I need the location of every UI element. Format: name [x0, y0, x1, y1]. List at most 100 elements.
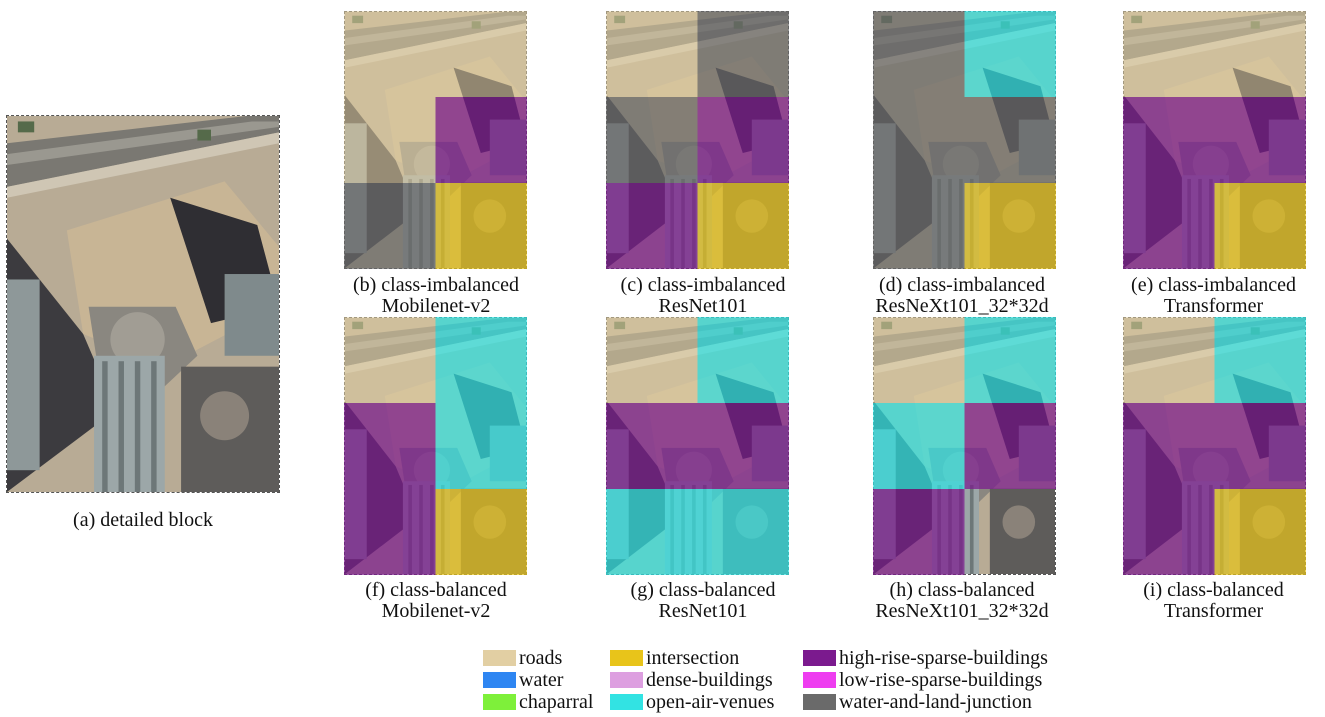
class-cell-open	[435, 403, 527, 489]
legend-label: roads	[519, 647, 563, 669]
class-cell-open	[964, 11, 1056, 97]
panel-e	[1123, 11, 1306, 269]
class-cell-intersection	[1214, 489, 1306, 575]
panel-e-caption: (e) class-imbalanced Transformer	[1131, 274, 1296, 317]
class-cell-junction	[697, 11, 789, 97]
panel-i	[1123, 317, 1306, 575]
legend-swatch	[483, 650, 516, 666]
class-cell-junction	[606, 97, 698, 183]
panel-b-caption: (b) class-imbalanced Mobilenet-v2	[352, 274, 520, 317]
legend-swatch	[803, 694, 836, 710]
class-cell-roads	[435, 11, 527, 97]
panel-g-caption: (g) class-balanced ResNet101	[630, 579, 776, 622]
class-cell-junction	[873, 97, 965, 183]
class-cell-open	[435, 317, 527, 403]
class-cell-open	[697, 317, 789, 403]
legend-label: dense-buildings	[646, 669, 773, 691]
legend-label: low-rise-sparse-buildings	[839, 669, 1043, 691]
panel-g	[606, 317, 789, 575]
legend-swatch	[610, 650, 643, 666]
class-cell-high	[606, 183, 698, 269]
class-cell-high	[1214, 97, 1306, 183]
class-cell-junction	[873, 11, 965, 97]
class-cell-high	[697, 403, 789, 489]
legend-item-low-rise-sparse-buildings: low-rise-sparse-buildings	[803, 669, 1042, 691]
legend-swatch	[610, 672, 643, 688]
class-cell-high	[1123, 183, 1215, 269]
class-cell-high	[1123, 489, 1215, 575]
class-cell-junction	[964, 97, 1056, 183]
panel-f	[344, 317, 527, 575]
panel-c-caption: (c) class-imbalanced ResNet101	[620, 274, 786, 317]
prediction-overlay	[873, 11, 1056, 269]
class-cell-open	[697, 489, 789, 575]
legend-swatch	[610, 694, 643, 710]
class-cell-high	[1123, 97, 1215, 183]
panel-d	[873, 11, 1056, 269]
class-cell-high	[1123, 403, 1215, 489]
class-cell-high	[606, 403, 698, 489]
legend-swatch	[483, 672, 516, 688]
legend-swatch	[483, 694, 516, 710]
legend-label: water-and-land-junction	[839, 691, 1032, 713]
class-cell-roads	[873, 317, 965, 403]
class-cell-high	[344, 489, 436, 575]
panel-i-caption: (i) class-balanced Transformer	[1143, 579, 1284, 622]
prediction-overlay	[1123, 317, 1306, 575]
class-cell-roads	[344, 317, 436, 403]
panel-a-detailed-block	[6, 115, 280, 493]
panel-b	[344, 11, 527, 269]
legend-swatch	[803, 672, 836, 688]
prediction-overlay	[873, 317, 1056, 575]
legend-label: chaparral	[519, 691, 594, 713]
aerial-image	[6, 115, 280, 493]
panel-d-caption: (d) class-imbalanced ResNeXt101_32*32d	[875, 274, 1049, 317]
prediction-overlay	[344, 11, 527, 269]
class-cell-intersection	[435, 489, 527, 575]
class-cell-intersection	[964, 183, 1056, 269]
legend-label: intersection	[646, 647, 740, 669]
panel-h	[873, 317, 1056, 575]
class-cell-open	[606, 489, 698, 575]
class-cell-high	[1214, 403, 1306, 489]
legend-item-dense-buildings: dense-buildings	[610, 669, 773, 691]
legend-label: high-rise-sparse-buildings	[839, 647, 1048, 669]
class-cell-open	[1214, 317, 1306, 403]
class-cell-roads	[344, 11, 436, 97]
legend-label: open-air-venues	[646, 691, 775, 713]
legend-item-roads: roads	[483, 647, 562, 669]
class-cell-junction	[344, 183, 436, 269]
class-cell-high	[697, 97, 789, 183]
class-cell-roads	[606, 11, 698, 97]
legend: roads water chaparral intersection dense…	[483, 647, 1103, 715]
prediction-overlay	[606, 11, 789, 269]
class-cell-high	[964, 403, 1056, 489]
class-cell-intersection	[697, 183, 789, 269]
prediction-overlay	[1123, 11, 1306, 269]
class-cell-roads	[1214, 11, 1306, 97]
class-cell-junction	[873, 183, 965, 269]
class-cell-intersection	[1214, 183, 1306, 269]
class-cell-roads	[606, 317, 698, 403]
prediction-overlay	[344, 317, 527, 575]
class-cell-open	[873, 403, 965, 489]
legend-label: water	[519, 669, 564, 691]
panel-h-caption: (h) class-balanced ResNeXt101_32*32d	[875, 579, 1049, 622]
panel-c	[606, 11, 789, 269]
legend-item-water-and-land-junction: water-and-land-junction	[803, 691, 1032, 713]
class-cell-high	[344, 403, 436, 489]
panel-a-caption: (a) detailed block	[73, 509, 213, 531]
panel-f-caption: (f) class-balanced Mobilenet-v2	[365, 579, 507, 622]
class-cell-roads	[1123, 317, 1215, 403]
class-cell-intersection	[435, 183, 527, 269]
legend-item-high-rise-sparse-buildings: high-rise-sparse-buildings	[803, 647, 1048, 669]
class-cell-open	[964, 317, 1056, 403]
class-cell-roads	[344, 97, 436, 183]
legend-item-open-air-venues: open-air-venues	[610, 691, 774, 713]
class-cell-roads	[1123, 11, 1215, 97]
legend-swatch	[803, 650, 836, 666]
prediction-overlay	[606, 317, 789, 575]
legend-item-water: water	[483, 669, 563, 691]
class-cell-high	[435, 97, 527, 183]
class-cell-high	[873, 489, 965, 575]
